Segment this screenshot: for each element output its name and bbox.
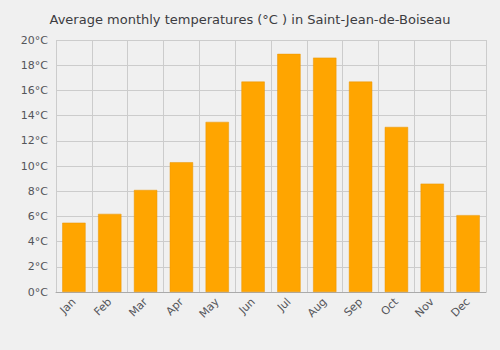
svg-text:14°C: 14°C bbox=[21, 109, 48, 122]
svg-text:Oct: Oct bbox=[378, 295, 401, 318]
svg-text:16°C: 16°C bbox=[21, 84, 48, 97]
svg-text:Sep: Sep bbox=[341, 295, 365, 319]
svg-text:Average monthly temperatures (: Average monthly temperatures (°C ) in Sa… bbox=[50, 12, 451, 27]
svg-text:Feb: Feb bbox=[91, 295, 114, 318]
svg-text:18°C: 18°C bbox=[21, 59, 48, 72]
svg-text:Dec: Dec bbox=[448, 295, 472, 319]
svg-text:Mar: Mar bbox=[126, 295, 150, 319]
svg-text:Jul: Jul bbox=[274, 295, 293, 314]
svg-text:20°C: 20°C bbox=[21, 34, 48, 47]
svg-text:Nov: Nov bbox=[412, 295, 437, 320]
svg-text:12°C: 12°C bbox=[21, 134, 48, 147]
svg-text:6°C: 6°C bbox=[28, 210, 48, 223]
svg-text:May: May bbox=[197, 295, 223, 321]
svg-text:10°C: 10°C bbox=[21, 160, 48, 173]
svg-text:Aug: Aug bbox=[305, 295, 329, 319]
svg-text:0°C: 0°C bbox=[28, 286, 48, 299]
svg-text:Jun: Jun bbox=[236, 295, 258, 317]
svg-text:8°C: 8°C bbox=[28, 185, 48, 198]
svg-text:4°C: 4°C bbox=[28, 235, 48, 248]
svg-text:Jan: Jan bbox=[57, 295, 79, 317]
svg-text:Apr: Apr bbox=[163, 295, 186, 318]
svg-text:2°C: 2°C bbox=[28, 260, 48, 273]
